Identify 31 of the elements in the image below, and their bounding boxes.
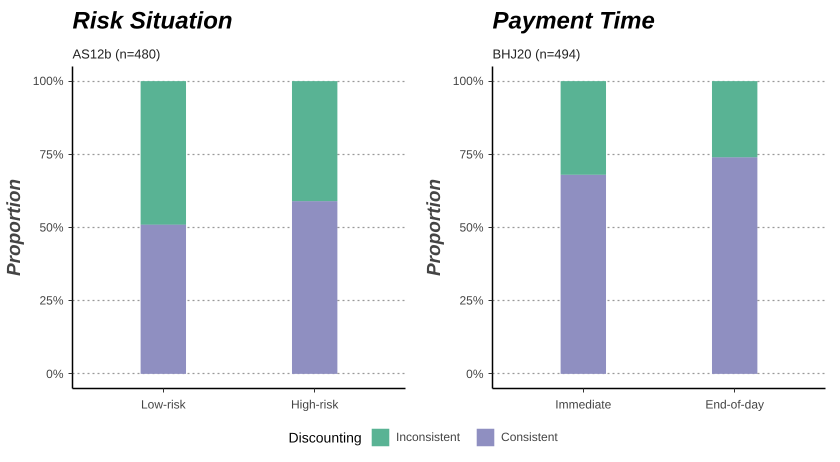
- bar: [292, 201, 338, 374]
- chart-title: Risk Situation: [72, 8, 233, 34]
- bar: [292, 81, 338, 202]
- x-tick-label: Low-risk: [140, 398, 187, 412]
- chart-title: Payment Time: [492, 8, 655, 34]
- y-tick-label: 0%: [466, 366, 484, 381]
- chart-subtitle: AS12b (n=480): [72, 46, 160, 62]
- bar: [712, 81, 758, 158]
- y-tick-label: 100%: [452, 74, 484, 88]
- y-tick-label: 0%: [46, 366, 64, 381]
- legend-title: Discounting: [288, 430, 362, 446]
- y-tick-label: 100%: [32, 74, 64, 88]
- y-tick-label: 50%: [39, 220, 64, 234]
- y-tick-label: 75%: [459, 147, 484, 162]
- x-tick-label: High-risk: [291, 398, 340, 412]
- legend-label: Inconsistent: [396, 430, 460, 444]
- bar: [712, 157, 758, 374]
- x-tick-label: End-of-day: [705, 398, 764, 412]
- bar: [140, 81, 186, 225]
- bar: [560, 81, 606, 175]
- bar: [560, 174, 606, 374]
- y-axis-title: Proportion: [4, 178, 25, 276]
- y-tick-label: 50%: [459, 220, 484, 234]
- x-tick-label: Immediate: [555, 398, 612, 412]
- y-axis-title: Proportion: [424, 178, 445, 276]
- y-tick-label: 25%: [459, 294, 484, 308]
- bar: [140, 224, 186, 374]
- y-tick-label: 75%: [39, 147, 64, 162]
- chart-subtitle: BHJ20 (n=494): [492, 46, 580, 62]
- legend-label: Consistent: [501, 430, 558, 444]
- y-tick-label: 25%: [39, 294, 64, 308]
